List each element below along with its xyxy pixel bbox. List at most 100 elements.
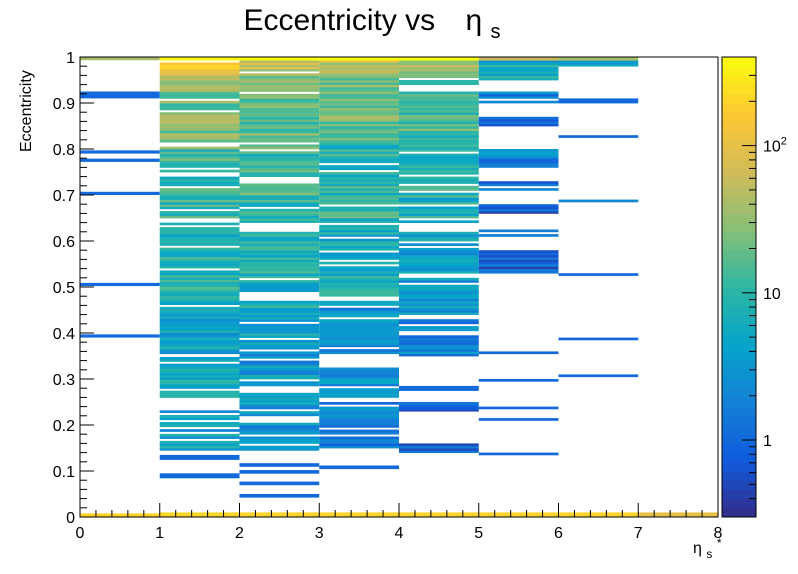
heatmap-cell <box>478 71 559 74</box>
heatmap-cell <box>319 206 399 210</box>
heatmap-cell <box>239 183 320 187</box>
heatmap-cell <box>159 313 240 317</box>
heatmap-cell <box>239 429 320 433</box>
heatmap-cell <box>319 128 399 131</box>
heatmap-cell <box>239 208 320 212</box>
heatmap-cell <box>319 252 399 256</box>
heatmap-cell <box>159 370 240 374</box>
heatmap-cell <box>239 66 320 70</box>
heatmap-cell <box>319 64 399 68</box>
heatmap-cell <box>239 93 320 97</box>
heatmap-cell <box>399 123 479 127</box>
heatmap-cell <box>159 383 240 387</box>
heatmap-cell <box>159 284 240 287</box>
heatmap-cell <box>239 427 320 430</box>
colorbar-segment <box>722 241 756 251</box>
colorbar-segment <box>722 333 756 343</box>
heatmap-cell <box>319 146 399 150</box>
heatmap-cell <box>478 266 559 269</box>
heatmap-cell <box>159 318 240 322</box>
heatmap-cell <box>80 334 160 338</box>
heatmap-cell <box>239 135 320 138</box>
heatmap-cell <box>239 172 320 175</box>
heatmap-cell <box>319 418 399 421</box>
heatmap-cell <box>159 247 240 251</box>
heatmap-cell <box>159 348 240 352</box>
heatmap-cell <box>478 77 559 81</box>
colorbar-tick-label-base: 10 <box>763 286 781 303</box>
heatmap-cell <box>319 277 399 281</box>
colorbar-segment <box>722 471 756 481</box>
heatmap-cell <box>159 332 240 336</box>
heatmap-cell <box>159 80 240 83</box>
heatmap-cell <box>159 368 240 371</box>
heatmap-cell <box>239 245 320 249</box>
x-tick-label: 8 <box>714 525 723 542</box>
colorbar-segment <box>722 443 756 454</box>
heatmap-cell <box>239 73 320 76</box>
heatmap-cell <box>159 279 240 283</box>
heatmap-cell <box>239 68 320 72</box>
heatmap-cell <box>159 379 240 383</box>
heatmap-cell <box>399 319 479 322</box>
colorbar-segment <box>722 277 756 288</box>
heatmap-cell <box>399 289 479 292</box>
heatmap-cell <box>159 512 240 516</box>
heatmap-cell <box>159 69 240 72</box>
heatmap-cell <box>239 185 320 189</box>
heatmap-cell <box>239 316 320 320</box>
heatmap-cell <box>239 374 320 378</box>
heatmap-cell <box>558 57 639 61</box>
heatmap-cell <box>239 89 320 92</box>
axes: 0 1 2 3 4 5 6 7 8 0 0.1 0.2 0.3 0.4 0.5 0.6 0.7 0.8 0.9 1 <box>53 50 723 542</box>
heatmap-cell <box>319 512 399 516</box>
heatmap-cell <box>319 374 399 378</box>
heatmap-cell <box>159 128 240 131</box>
heatmap-cell <box>399 353 479 357</box>
heatmap-cell <box>399 257 479 260</box>
heatmap-cell <box>319 310 399 313</box>
heatmap-cell <box>319 243 399 246</box>
heatmap-cell <box>159 195 240 198</box>
heatmap-cell <box>319 402 399 405</box>
heatmap-cell <box>239 192 320 196</box>
heatmap-cell <box>319 220 399 223</box>
heatmap-cell <box>558 60 639 63</box>
heatmap-cell <box>159 103 240 106</box>
x-axis-title-sub: s <box>706 547 712 561</box>
heatmap-cell <box>159 325 240 329</box>
heatmap-cell <box>159 188 240 191</box>
heatmap-cell <box>159 233 240 237</box>
colorbar-segment <box>722 268 756 279</box>
heatmap-cell <box>319 181 399 184</box>
heatmap-cell <box>239 314 320 318</box>
heatmap-cell <box>159 395 240 398</box>
heatmap-cell <box>159 146 240 150</box>
heatmap-cell <box>239 356 320 359</box>
heatmap-cell <box>159 105 240 108</box>
y-tick-label: 0.9 <box>53 96 75 113</box>
heatmap-cell <box>319 351 399 355</box>
heatmap-cell <box>399 68 479 72</box>
heatmap-cell <box>159 197 240 200</box>
heatmap-cell <box>159 231 240 235</box>
heatmap-cell <box>159 100 240 104</box>
heatmap-cell <box>319 73 399 76</box>
heatmap-cell <box>399 169 479 173</box>
heatmap-cell <box>159 274 240 278</box>
heatmap-cell <box>239 470 320 474</box>
heatmap-cell <box>159 158 240 161</box>
heatmap-cell <box>638 512 718 516</box>
heatmap-cell <box>159 290 240 294</box>
heatmap-cell <box>239 351 320 355</box>
colorbar-tick-label-base: 1 <box>763 433 772 450</box>
x-tick-label: 1 <box>155 525 164 542</box>
heatmap-cell <box>399 185 479 189</box>
heatmap-cell <box>159 162 240 166</box>
heatmap-cell <box>319 185 399 189</box>
heatmap-cell <box>239 344 320 348</box>
heatmap-cell <box>319 160 399 164</box>
colorbar-segment <box>722 480 756 490</box>
y-tick-label: 0.1 <box>53 464 75 481</box>
heatmap-cell <box>159 107 240 111</box>
